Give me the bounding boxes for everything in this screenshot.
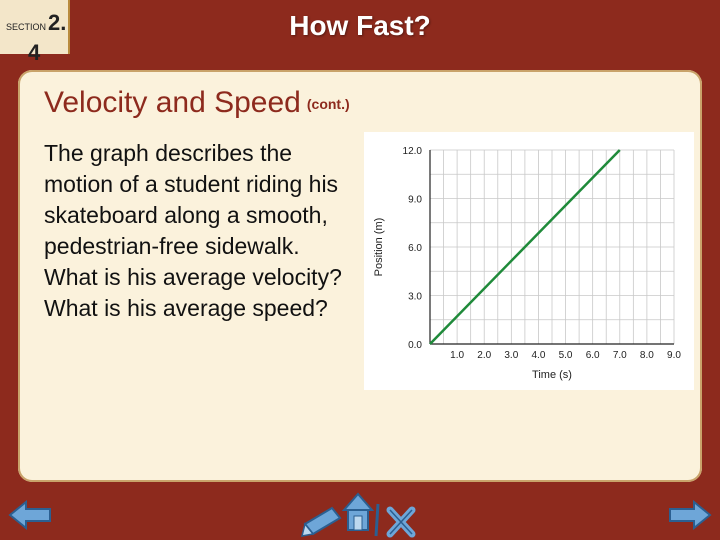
home-icon[interactable] <box>341 492 375 531</box>
pencil-icon[interactable] <box>300 506 342 537</box>
section-badge: SECTION 2. 4 <box>0 0 70 65</box>
x-tick-label: 1.0 <box>450 350 464 361</box>
y-tick-label: 0.0 <box>408 340 422 351</box>
series-line <box>429 149 621 345</box>
center-nav-icons <box>300 492 416 538</box>
x-tick-label: 4.0 <box>531 350 545 361</box>
x-tick-label: 3.0 <box>504 350 518 361</box>
chart-ticks: 0.0 3.0 6.0 9.0 12.0 1.0 2.0 3.0 4.0 5.0 6.0 7.0 8.0… <box>403 146 682 361</box>
close-x-icon[interactable] <box>374 503 416 538</box>
x-tick-label: 8.0 <box>640 350 654 361</box>
chart-axes <box>429 150 674 345</box>
chart-series <box>429 149 621 345</box>
section-number-a: 2. <box>48 10 67 35</box>
forward-arrow-icon[interactable] <box>668 500 712 530</box>
y-tick-label: 9.0 <box>408 195 422 206</box>
x-tick-label: 5.0 <box>559 350 573 361</box>
section-label: SECTION <box>6 22 47 32</box>
position-time-chart: 0.0 3.0 6.0 9.0 12.0 1.0 2.0 3.0 4.0 5.0 6.0 7.0 8.0… <box>364 132 694 390</box>
footer-nav <box>0 486 720 540</box>
y-tick-label: 3.0 <box>408 292 422 303</box>
back-arrow-icon[interactable] <box>8 500 52 530</box>
body-paragraph: The graph describes the motion of a stud… <box>44 140 342 321</box>
heading-suffix: (cont.) <box>306 96 350 113</box>
x-tick-label: 9.0 <box>667 350 681 361</box>
x-tick-label: 7.0 <box>613 350 627 361</box>
section-heading: Velocity and Speed (cont.) <box>44 86 350 120</box>
chart-grid <box>429 149 675 345</box>
header: SECTION 2. 4 How Fast? <box>0 0 720 66</box>
x-tick-label: 2.0 <box>477 350 491 361</box>
section-number-b: 4 <box>28 40 41 65</box>
page-title: How Fast? <box>289 10 431 41</box>
y-tick-label: 12.0 <box>403 146 423 157</box>
y-axis-label: Position (m) <box>373 218 385 277</box>
x-tick-label: 6.0 <box>586 350 600 361</box>
y-tick-label: 6.0 <box>408 243 422 254</box>
x-axis-label: Time (s) <box>532 369 572 381</box>
chart-svg: 0.0 3.0 6.0 9.0 12.0 1.0 2.0 3.0 4.0 5.0 6.0 7.0 8.0… <box>373 146 682 381</box>
heading-text: Velocity and Speed <box>44 86 301 119</box>
